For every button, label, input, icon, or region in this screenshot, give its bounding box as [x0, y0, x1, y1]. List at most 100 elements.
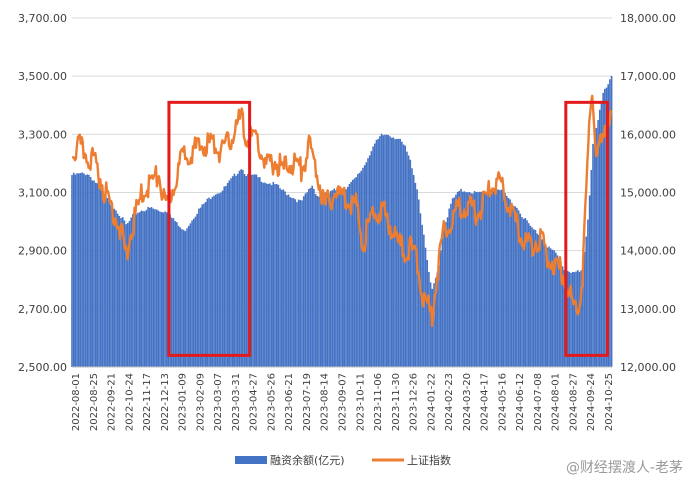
financing-balance-bar	[132, 214, 134, 367]
x-axis-tick-label: 2024-06-12	[515, 373, 526, 431]
financing-balance-bar	[340, 190, 342, 367]
right-axis-tick-label: 18,000.00	[620, 12, 676, 25]
financing-balance-bar	[563, 269, 566, 367]
financing-balance-bar	[116, 213, 119, 367]
financing-balance-bar	[482, 192, 484, 367]
x-axis-tick-label: 2022-09-21	[107, 373, 118, 431]
financing-balance-bar	[142, 211, 144, 367]
financing-balance-bar	[495, 189, 498, 367]
x-axis-tick-label: 2023-03-07	[213, 373, 224, 431]
financing-balance-bar	[509, 199, 511, 367]
financing-balance-bar	[353, 178, 356, 367]
financing-balance-bar	[478, 191, 481, 367]
financing-balance-bar	[480, 191, 483, 367]
financing-balance-bar	[590, 169, 593, 367]
financing-balance-bar	[472, 193, 474, 367]
financing-balance-bar	[121, 217, 124, 367]
financing-balance-bar	[145, 209, 148, 367]
legend-swatch-bar	[235, 456, 267, 464]
financing-balance-bar	[455, 194, 457, 367]
financing-balance-bar	[595, 128, 598, 367]
financing-balance-bar	[560, 261, 562, 367]
left-axis-tick-label: 2,900.00	[18, 245, 67, 258]
financing-balance-bar	[597, 120, 599, 367]
financing-balance-bar	[367, 158, 369, 367]
financing-balance-bar	[130, 217, 133, 367]
financing-balance-bar	[362, 167, 364, 367]
financing-balance-bar	[240, 169, 242, 367]
financing-balance-bar	[543, 242, 545, 367]
financing-balance-bar	[72, 172, 75, 367]
financing-balance-bar	[236, 173, 239, 367]
financing-balance-bar	[231, 176, 234, 367]
financing-balance-bar	[105, 195, 107, 367]
financing-balance-bar	[416, 189, 418, 367]
financing-balance-bar	[494, 189, 496, 367]
financing-balance-bar	[150, 207, 153, 367]
financing-balance-bar	[110, 204, 112, 367]
financing-balance-bar	[157, 210, 160, 367]
financing-balance-bar	[527, 223, 530, 367]
financing-balance-bar	[176, 222, 178, 367]
financing-balance-bar	[448, 208, 451, 367]
financing-balance-bar	[600, 101, 603, 368]
financing-balance-bar	[270, 185, 273, 367]
financing-balance-bar	[267, 183, 270, 367]
x-axis-tick-label: 2022-12-13	[160, 373, 171, 431]
financing-balance-bar	[539, 235, 542, 367]
financing-balance-bar	[257, 177, 259, 367]
left-axis-tick-label: 2,500.00	[18, 361, 67, 374]
financing-balance-bar	[524, 218, 527, 367]
financing-balance-bar	[191, 220, 193, 367]
financing-balance-bar	[446, 217, 449, 367]
financing-balance-bar	[380, 133, 383, 367]
financing-balance-bar	[88, 174, 90, 367]
financing-balance-bar	[230, 178, 232, 367]
financing-balance-bar	[429, 282, 432, 367]
financing-balance-bar	[331, 190, 334, 367]
financing-balance-bar	[570, 272, 572, 367]
financing-balance-bar	[269, 183, 271, 367]
financing-balance-bar	[453, 197, 456, 367]
financing-balance-bar	[519, 213, 522, 367]
left-axis-tick-label: 3,500.00	[18, 70, 67, 83]
legend-label-index: 上证指数	[407, 453, 451, 467]
financing-balance-bar	[473, 191, 476, 367]
financing-balance-bar	[260, 181, 263, 367]
financing-balance-bar	[505, 195, 508, 367]
financing-balance-bar	[177, 225, 180, 367]
financing-balance-bar	[504, 193, 506, 367]
financing-balance-bar	[348, 183, 351, 367]
x-axis-tick-label: 2023-09-07	[338, 373, 349, 431]
financing-balance-bar	[428, 271, 430, 367]
financing-balance-bar	[101, 190, 104, 367]
financing-balance-bar	[198, 208, 200, 367]
financing-balance-bar	[123, 220, 126, 367]
financing-balance-bar	[580, 270, 582, 367]
financing-balance-bar	[516, 207, 518, 367]
financing-balance-bar	[172, 218, 175, 367]
x-axis-tick-label: 2023-11-06	[373, 373, 384, 431]
financing-balance-bar	[147, 206, 149, 367]
financing-balance-bar	[365, 162, 368, 367]
x-axis-tick-label: 2024-09-24	[586, 373, 597, 431]
financing-balance-bar	[289, 197, 292, 367]
financing-balance-bar	[461, 191, 464, 367]
financing-balance-bar	[431, 288, 434, 367]
financing-balance-bar	[549, 248, 552, 367]
financing-balance-bar	[213, 195, 215, 367]
financing-balance-bar	[438, 265, 440, 367]
financing-balance-bar	[511, 202, 513, 367]
x-axis-tick-label: 2022-08-25	[89, 373, 100, 431]
financing-balance-bar	[243, 174, 246, 367]
financing-balance-bar	[265, 183, 268, 367]
x-axis-tick-label: 2024-02-23	[444, 373, 455, 431]
financing-balance-bar	[541, 239, 544, 367]
financing-balance-bar	[357, 174, 359, 367]
financing-balance-bar	[532, 229, 535, 367]
financing-balance-bar	[336, 190, 339, 367]
financing-balance-bar	[152, 208, 154, 367]
financing-balance-bar	[294, 199, 297, 367]
financing-balance-bar	[128, 220, 131, 367]
financing-balance-bar	[192, 218, 195, 367]
